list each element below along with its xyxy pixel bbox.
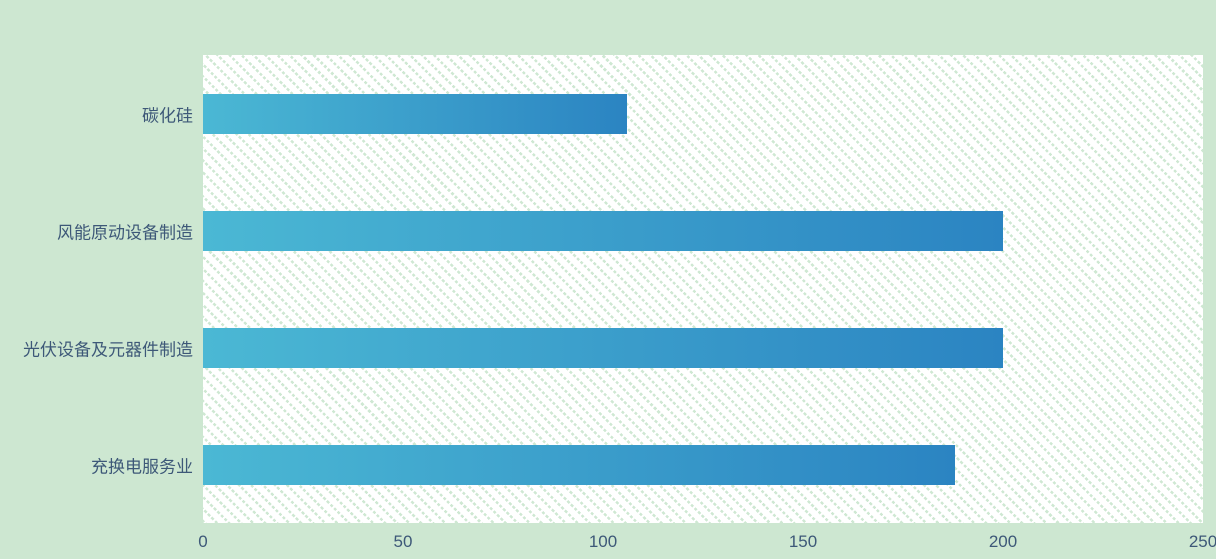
category-label: 风能原动设备制造 <box>57 223 193 242</box>
category-label: 充换电服务业 <box>91 457 193 476</box>
plot-area <box>203 55 1203 523</box>
category-label: 碳化硅 <box>142 106 193 125</box>
bar[interactable] <box>203 327 1003 368</box>
x-tick-label: 250 <box>1188 532 1216 551</box>
category-label: 光伏设备及元器件制造 <box>23 340 193 359</box>
x-tick-label: 200 <box>988 532 1018 551</box>
x-tick-label: 0 <box>198 532 208 551</box>
x-tick-label: 50 <box>393 532 413 551</box>
x-tick-label: 150 <box>788 532 818 551</box>
x-axis: 0 50 100 150 200 250 <box>198 523 1216 559</box>
bar[interactable] <box>203 93 627 134</box>
category-axis: 碳化硅风能原动设备制造光伏设备及元器件制造充换电服务业 <box>0 55 193 523</box>
bar[interactable] <box>203 210 1003 251</box>
bar[interactable] <box>203 444 955 485</box>
x-tick-label: 100 <box>588 532 618 551</box>
